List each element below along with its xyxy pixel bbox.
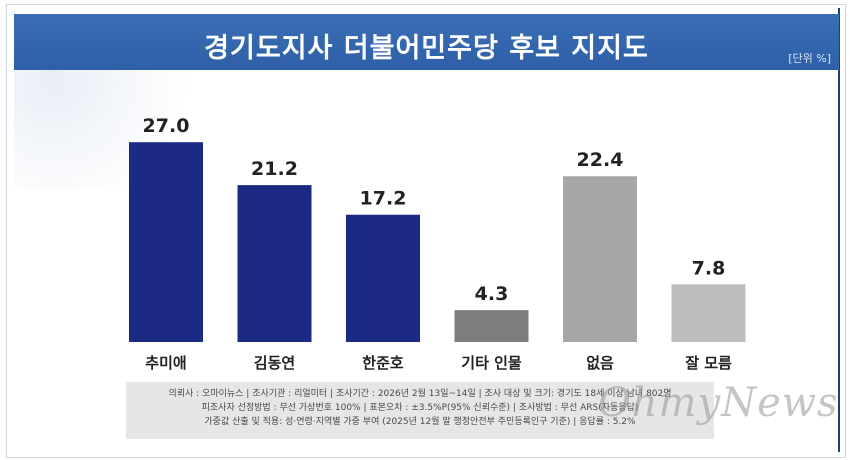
bar-value-label: 21.2 [251, 158, 298, 180]
category-label: 기타 인물 [461, 354, 522, 372]
bar-value-label: 17.2 [360, 188, 407, 210]
bar-value-label: 22.4 [577, 149, 624, 171]
survey-note-line: 가중값 산출 및 적용: 성·연령·지역별 가중 부여 (2025년 12월 말… [204, 417, 636, 427]
category-label: 김동연 [254, 354, 295, 372]
category-label: 없음 [586, 354, 614, 372]
bar [346, 214, 420, 342]
bar-value-label: 27.0 [143, 115, 190, 137]
survey-note-line: 의뢰사 : 오마이뉴스 | 조사기관 : 리얼미터 | 조사기간 : 2026년… [168, 389, 672, 399]
frame-edge [838, 8, 840, 452]
category-label: 추미애 [145, 354, 186, 372]
survey-notes: 의뢰사 : 오마이뉴스 | 조사기관 : 리얼미터 | 조사기간 : 2026년… [126, 382, 714, 439]
bar [237, 185, 312, 342]
survey-note-line: 피조사자 선정방법 : 무선 가상번호 100% | 표본오차 : ±3.5%P… [201, 403, 639, 413]
watermark-logo: OhmyNews [598, 380, 839, 426]
bar [563, 176, 637, 342]
bar-value-label: 7.8 [692, 257, 726, 279]
category-label: 잘 모름 [685, 354, 732, 372]
unit-label: [단위 %] [788, 52, 831, 65]
bar [671, 284, 746, 342]
bar-value-label: 4.3 [475, 283, 509, 305]
category-label: 한준호 [362, 354, 404, 372]
title-bar: 경기도지사 더불어민주당 후보 지지도 [단위 %] [14, 14, 839, 70]
chart-title: 경기도지사 더불어민주당 후보 지지도 [204, 33, 649, 64]
bar [454, 310, 529, 342]
bar [129, 142, 203, 342]
